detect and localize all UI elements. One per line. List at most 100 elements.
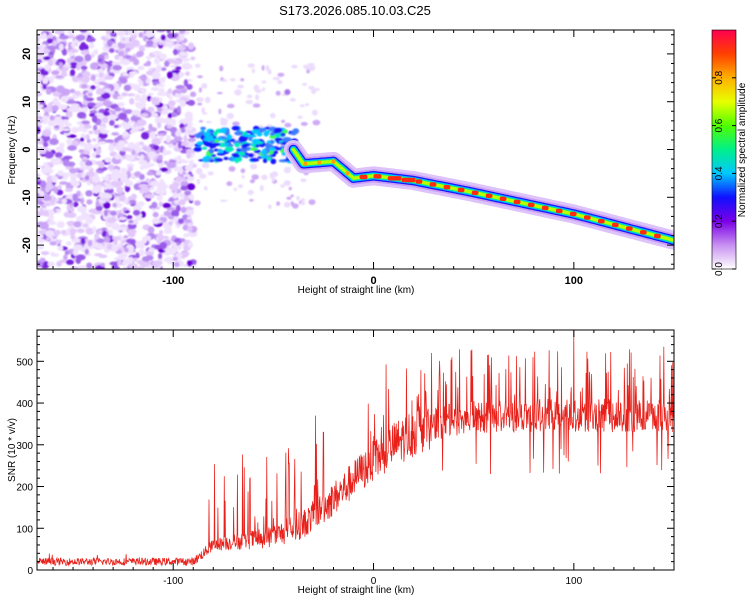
noise-blob <box>42 115 47 122</box>
noise-blob <box>136 266 145 269</box>
signal-blob <box>223 156 229 161</box>
noise-blob <box>37 73 43 82</box>
noise-blob <box>172 256 178 261</box>
signal-peak <box>317 160 322 165</box>
noise-blob <box>116 186 124 194</box>
noise-blob <box>39 257 46 263</box>
noise-blob <box>152 211 159 218</box>
noise-blob <box>249 179 255 184</box>
noise-blob <box>123 235 129 239</box>
noise-blob <box>146 171 154 176</box>
noise-blob <box>120 40 131 44</box>
noise-blob <box>123 84 132 92</box>
spectrogram-y-axis-label: Frequency (Hz) <box>7 116 18 185</box>
noise-blob <box>277 79 283 85</box>
signal-peak <box>457 187 465 193</box>
noise-blob <box>84 248 89 255</box>
noise-blob <box>190 56 196 61</box>
noise-blob <box>128 71 138 76</box>
noise-blob <box>129 199 137 204</box>
noise-blob <box>124 36 130 42</box>
noise-blob <box>183 233 190 238</box>
noise-blob <box>177 218 184 224</box>
noise-blob <box>145 55 152 60</box>
noise-blob <box>83 252 92 257</box>
noise-blob <box>42 84 47 90</box>
noise-blob <box>159 53 167 60</box>
noise-blob <box>185 71 191 76</box>
noise-blob <box>234 89 242 96</box>
noise-blob <box>150 87 160 91</box>
noise-blob <box>159 187 165 196</box>
noise-blob <box>112 64 122 71</box>
noise-blob <box>174 93 181 98</box>
noise-blob <box>37 55 42 59</box>
noise-blob <box>286 196 292 200</box>
noise-blob <box>205 120 212 124</box>
noise-blob <box>283 201 291 208</box>
noise-blob <box>146 39 154 47</box>
colorbar-tick-label: 0.0 <box>714 262 725 276</box>
noise-blob <box>284 166 290 174</box>
noise-blob <box>44 164 50 169</box>
noise-blob <box>137 65 145 71</box>
noise-blob <box>114 153 121 160</box>
noise-blob <box>195 168 203 175</box>
noise-blob <box>62 159 70 167</box>
noise-blob <box>140 102 147 107</box>
noise-blob <box>157 154 163 161</box>
noise-blob <box>94 233 100 240</box>
noise-blob <box>147 226 155 234</box>
noise-blob <box>170 209 180 218</box>
noise-blob <box>187 42 195 50</box>
signal-peak <box>443 185 451 190</box>
noise-blob <box>136 119 147 127</box>
noise-blob <box>64 250 70 256</box>
noise-blob <box>111 61 122 66</box>
noise-blob <box>141 250 146 255</box>
signal-blob <box>238 151 246 156</box>
noise-blob <box>183 194 189 202</box>
noise-blob <box>129 98 135 105</box>
noise-blob <box>63 155 73 160</box>
noise-blob <box>152 50 162 56</box>
noise-blob <box>85 219 90 224</box>
noise-blob <box>119 77 128 84</box>
noise-blob <box>204 96 211 104</box>
noise-blob <box>95 88 106 95</box>
noise-blob <box>66 138 73 146</box>
noise-blob <box>167 215 175 220</box>
noise-blob <box>104 34 113 39</box>
noise-blob <box>126 215 133 220</box>
signal-track-layer <box>291 147 674 242</box>
noise-blob <box>164 60 170 67</box>
noise-blob <box>44 64 51 71</box>
noise-blob <box>187 225 193 233</box>
noise-blob <box>140 74 148 82</box>
noise-blob <box>162 235 169 240</box>
noise-blob <box>130 238 136 245</box>
signal-blob <box>209 148 214 154</box>
noise-blob <box>232 121 240 126</box>
noise-blob <box>105 139 114 143</box>
noise-blob <box>78 149 84 153</box>
signal-blob <box>226 144 234 147</box>
noise-blob <box>128 220 134 224</box>
noise-blob <box>131 193 137 200</box>
noise-blob <box>91 138 97 142</box>
noise-blob <box>82 106 88 113</box>
noise-blob <box>167 88 173 94</box>
noise-blob <box>180 185 188 191</box>
noise-blob <box>265 65 270 72</box>
noise-blob <box>49 241 57 246</box>
noise-blob <box>92 226 97 233</box>
noise-blob <box>47 220 57 226</box>
noise-blob <box>98 192 107 199</box>
noise-blob <box>151 68 156 72</box>
noise-blob <box>115 143 124 152</box>
noise-blob <box>280 184 285 188</box>
noise-blob <box>85 97 94 102</box>
noise-blob <box>283 180 291 186</box>
